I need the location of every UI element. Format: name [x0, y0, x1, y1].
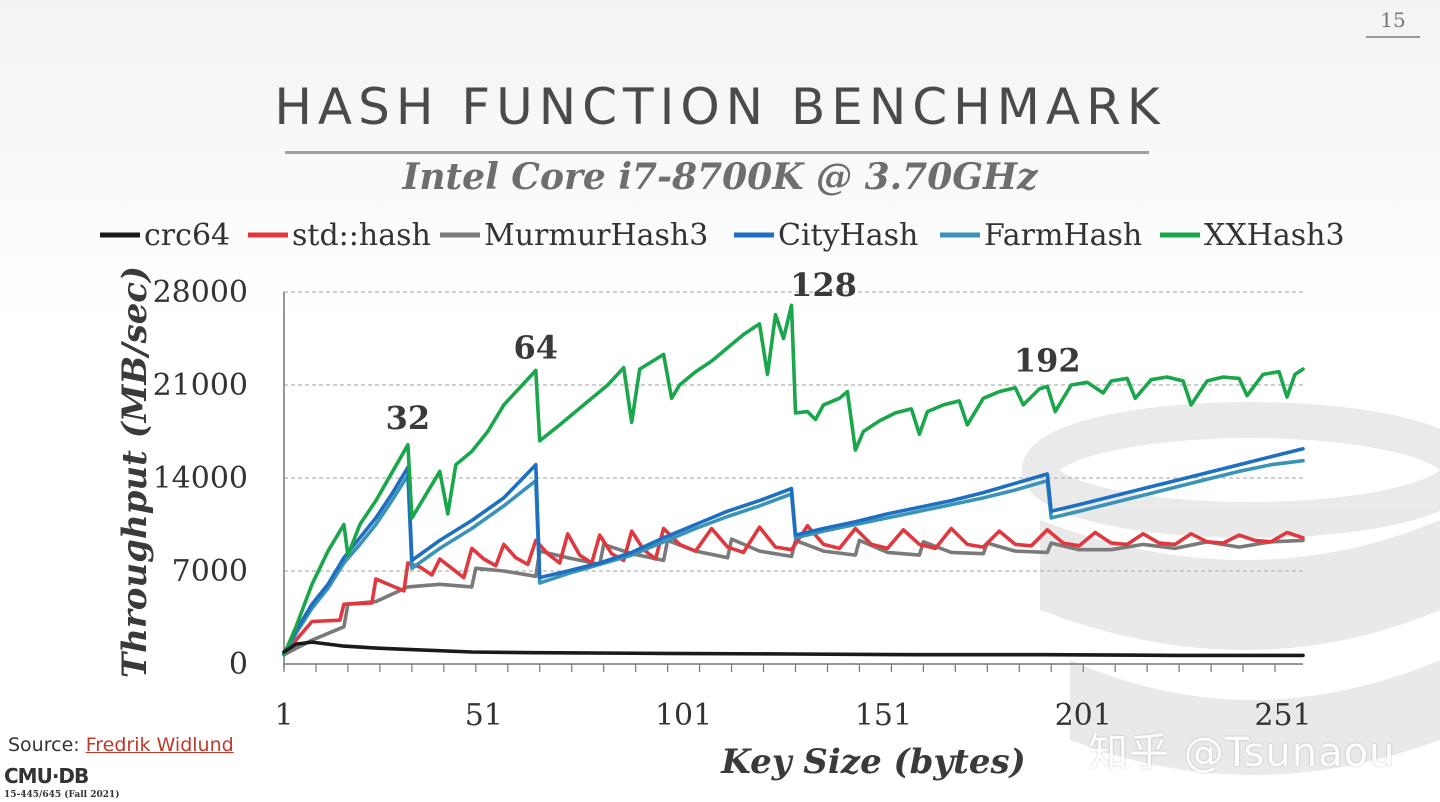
series-line-farmhash	[282, 458, 1305, 657]
annotation-label: 64	[513, 328, 558, 366]
x-tick-label: 251	[1254, 698, 1311, 733]
db-watermark-band	[1040, 520, 1440, 650]
slide-title: HASH FUNCTION BENCHMARK	[274, 78, 1166, 136]
legend-label: XXHash3	[1204, 218, 1345, 253]
legend-label: std::hash	[292, 218, 431, 253]
source-label: Source:	[8, 734, 80, 756]
y-tick-label: 21000	[153, 368, 248, 403]
cmu-db-logo: CMU·DB	[4, 764, 89, 788]
db-watermark-band	[1070, 660, 1440, 775]
legend-label: CityHash	[778, 218, 918, 253]
course-label: 15-445/645 (Fall 2021)	[4, 790, 120, 800]
legend-item: CityHash	[734, 218, 918, 253]
series-line-cityhash	[282, 447, 1305, 656]
x-tick-label: 51	[465, 698, 503, 733]
db-watermark-ring	[1022, 402, 1440, 538]
legend-label: FarmHash	[984, 218, 1142, 253]
legend-label: MurmurHash3	[484, 218, 708, 253]
series-line-murmurhash3	[282, 537, 1305, 657]
y-tick-label: 14000	[153, 461, 248, 496]
y-axis-title: Throughput (MB/sec)	[115, 266, 155, 678]
legend-item: XXHash3	[1160, 218, 1345, 253]
x-tick-label: 1	[274, 698, 293, 733]
legend-item: FarmHash	[940, 218, 1142, 253]
source-link[interactable]: Fredrik Widlund	[85, 734, 234, 756]
legend-item: MurmurHash3	[440, 218, 708, 253]
x-axis-title: Key Size (bytes)	[720, 742, 1025, 782]
legend-label: crc64	[144, 218, 230, 253]
watermark: 知乎 @Tsunaou	[1088, 730, 1396, 776]
series-line-crc64	[282, 640, 1305, 658]
title-divider	[285, 151, 1149, 154]
legend-item: std::hash	[248, 218, 431, 253]
y-tick-label: 0	[229, 647, 248, 682]
y-tick-label: 7000	[172, 554, 248, 589]
annotation-label: 128	[790, 266, 857, 304]
db-watermark-icon	[1022, 402, 1440, 775]
chart-subtitle: Intel Core i7-8700K @ 3.70GHz	[402, 156, 1038, 198]
series-line-xxhash3	[282, 303, 1305, 657]
annotation-label: 192	[1014, 342, 1081, 380]
x-tick-label: 151	[855, 698, 912, 733]
legend-item: crc64	[100, 218, 230, 253]
annotation-label: 32	[386, 399, 431, 437]
x-tick-label: 201	[1055, 698, 1112, 733]
source-credit: Source: Fredrik Widlund	[8, 734, 234, 756]
page-number: 15	[1366, 8, 1420, 38]
series-line-std-hash	[282, 524, 1305, 656]
y-tick-label: 28000	[153, 275, 248, 310]
x-tick-label: 101	[655, 698, 712, 733]
